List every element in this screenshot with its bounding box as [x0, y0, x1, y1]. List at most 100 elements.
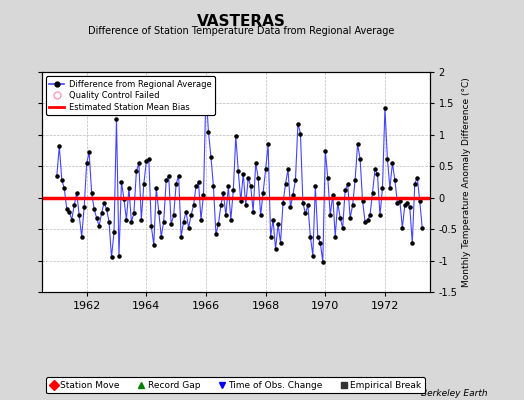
Point: [125, 185, 133, 192]
Point: [75, 212, 83, 218]
Point: [105, 218, 113, 225]
Point: [339, 225, 347, 231]
Point: [140, 181, 148, 187]
Point: [229, 187, 237, 193]
Point: [358, 198, 367, 204]
Point: [368, 190, 377, 196]
Point: [244, 174, 253, 181]
Point: [207, 154, 215, 160]
Point: [202, 88, 210, 94]
Point: [115, 252, 123, 259]
Point: [80, 204, 89, 210]
Point: [237, 198, 245, 204]
Point: [381, 105, 389, 112]
Point: [388, 160, 397, 166]
Point: [391, 177, 399, 183]
Point: [97, 210, 106, 217]
Point: [306, 234, 314, 240]
Point: [323, 174, 332, 181]
Point: [90, 206, 99, 212]
Point: [192, 183, 200, 190]
Point: [321, 147, 330, 154]
Point: [304, 202, 312, 208]
Point: [346, 215, 354, 221]
Point: [314, 234, 322, 240]
Point: [353, 141, 362, 148]
Point: [132, 168, 140, 174]
Point: [82, 160, 91, 166]
Point: [413, 174, 421, 181]
Text: Difference of Station Temperature Data from Regional Average: Difference of Station Temperature Data f…: [88, 26, 394, 36]
Point: [371, 166, 379, 173]
Point: [157, 234, 166, 240]
Point: [58, 177, 66, 183]
Point: [197, 216, 205, 223]
Text: Berkeley Earth: Berkeley Earth: [421, 389, 487, 398]
Point: [376, 212, 384, 218]
Point: [408, 240, 417, 246]
Point: [127, 218, 136, 225]
Point: [85, 149, 93, 156]
Point: [224, 183, 233, 190]
Y-axis label: Monthly Temperature Anomaly Difference (°C): Monthly Temperature Anomaly Difference (…: [462, 77, 471, 287]
Text: VASTERAS: VASTERAS: [196, 14, 286, 29]
Point: [159, 218, 168, 225]
Point: [204, 128, 213, 135]
Point: [416, 198, 424, 204]
Point: [351, 177, 359, 183]
Point: [326, 212, 334, 218]
Point: [361, 218, 369, 225]
Point: [110, 229, 118, 236]
Point: [356, 156, 364, 162]
Point: [172, 181, 180, 187]
Point: [226, 216, 235, 223]
Point: [62, 206, 71, 212]
Point: [147, 223, 156, 229]
Point: [78, 234, 86, 240]
Point: [184, 225, 193, 231]
Point: [72, 190, 81, 196]
Point: [299, 200, 307, 206]
Point: [70, 202, 79, 208]
Point: [406, 204, 414, 210]
Point: [189, 202, 198, 208]
Point: [261, 166, 270, 173]
Point: [142, 158, 150, 164]
Point: [289, 191, 297, 198]
Point: [117, 179, 126, 185]
Point: [239, 171, 247, 177]
Point: [222, 212, 230, 218]
Point: [135, 160, 143, 166]
Point: [246, 183, 255, 190]
Point: [411, 181, 419, 187]
Point: [122, 216, 130, 223]
Point: [65, 208, 73, 215]
Point: [199, 191, 208, 198]
Point: [366, 212, 374, 218]
Point: [341, 187, 350, 193]
Point: [286, 204, 294, 210]
Point: [256, 212, 265, 218]
Point: [152, 185, 160, 192]
Point: [100, 200, 108, 206]
Point: [319, 259, 327, 265]
Point: [165, 172, 173, 179]
Point: [187, 212, 195, 218]
Point: [264, 141, 272, 148]
Point: [129, 210, 138, 217]
Point: [383, 156, 391, 162]
Point: [120, 196, 128, 202]
Legend: Difference from Regional Average, Quality Control Failed, Estimated Station Mean: Difference from Regional Average, Qualit…: [46, 76, 215, 115]
Point: [331, 234, 340, 240]
Point: [276, 240, 285, 246]
Point: [102, 206, 111, 212]
Point: [52, 172, 61, 179]
Point: [311, 183, 320, 190]
Point: [269, 216, 277, 223]
Point: [55, 143, 63, 149]
Point: [309, 252, 317, 259]
Point: [60, 185, 69, 192]
Point: [418, 225, 427, 231]
Point: [279, 200, 287, 206]
Point: [95, 223, 103, 229]
